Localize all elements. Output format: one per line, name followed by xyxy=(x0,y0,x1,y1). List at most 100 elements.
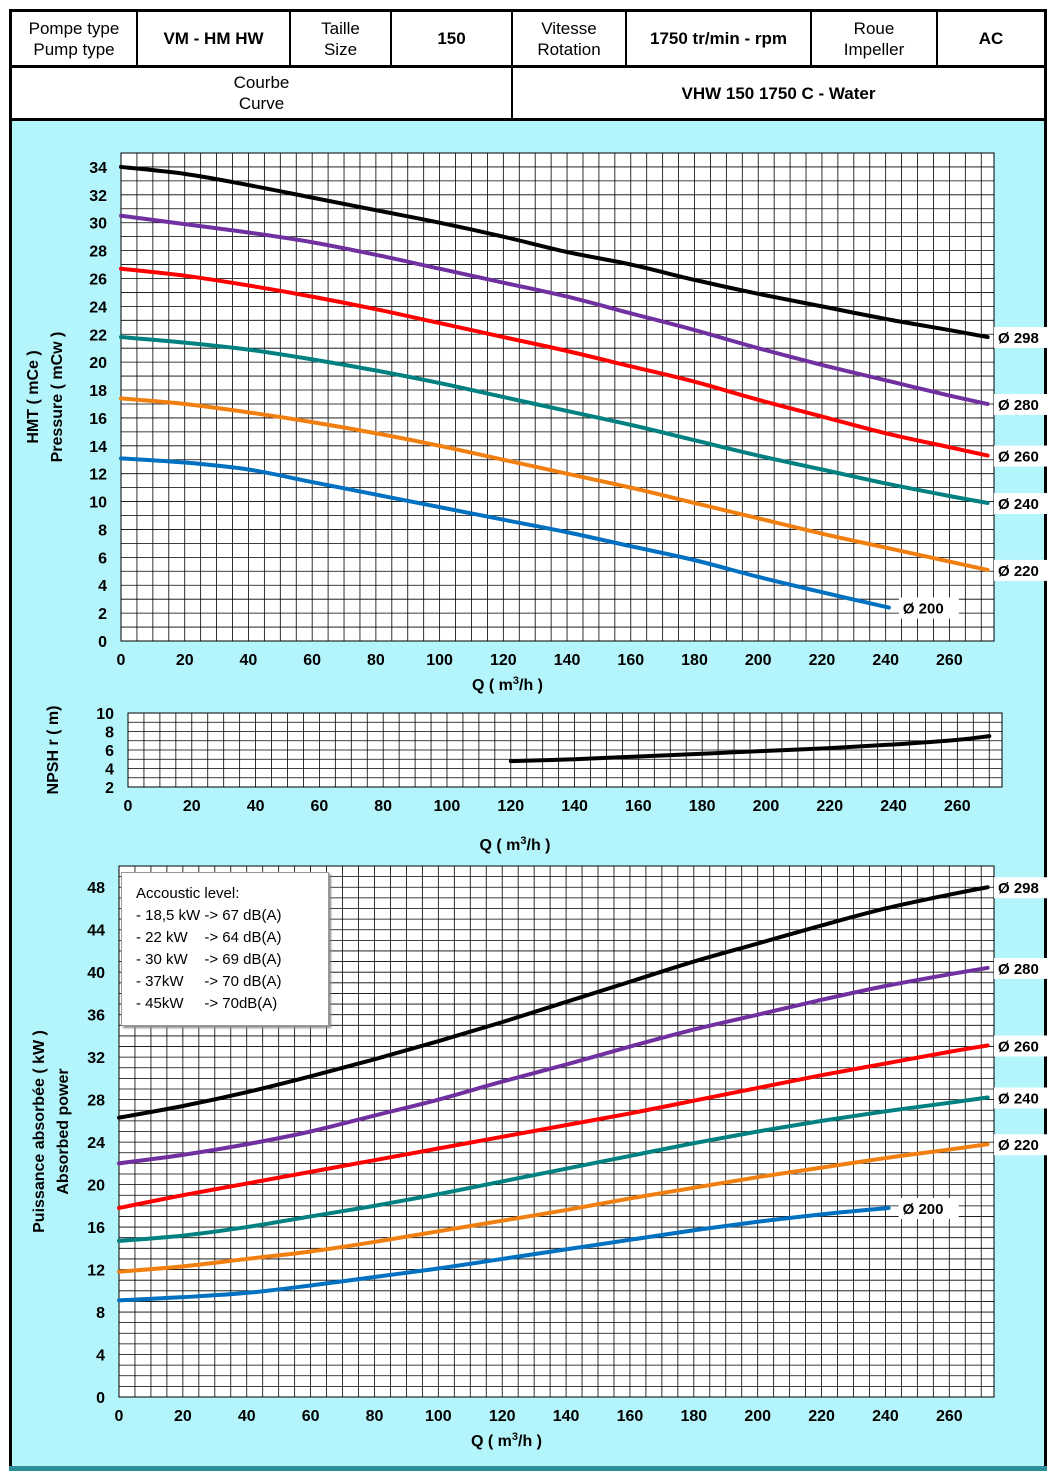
x-tick-label: 100 xyxy=(425,1408,452,1425)
acoustic-line: - 45kW -> 70dB(A) xyxy=(136,995,278,1012)
x-tick-label: 20 xyxy=(183,798,201,815)
impeller-label-fr: Roue xyxy=(853,18,895,38)
x-axis-title: Q ( m3/h ) xyxy=(471,1431,542,1450)
series-line-260 xyxy=(119,266,990,458)
x-tick-label: 40 xyxy=(247,798,265,815)
speed-value: 1750 tr/min - rpm xyxy=(627,12,812,65)
x-axis-title-pre: Q ( m xyxy=(472,677,513,694)
series-label-bg xyxy=(994,327,1054,349)
y-tick-label: 44 xyxy=(87,923,105,940)
y-tick-label: 4 xyxy=(96,1348,105,1365)
y-tick-label: 8 xyxy=(96,1305,105,1322)
series-line-280 xyxy=(119,213,990,406)
x-tick-label: 120 xyxy=(490,652,517,669)
acoustic-line: - 18,5 kW -> 67 dB(A) xyxy=(136,907,282,924)
header-table: Pompe type Pump type VM - HM HW Taille Siz… xyxy=(9,9,1047,121)
x-axis-title-post: /h ) xyxy=(518,1433,542,1450)
x-tick-label: 20 xyxy=(176,652,194,669)
x-tick-label: 120 xyxy=(497,798,524,815)
x-tick-label: 200 xyxy=(745,652,772,669)
x-tick-label: 160 xyxy=(625,798,652,815)
impeller-label-en: Impeller xyxy=(843,39,905,59)
y-axis-title: Absorbed power xyxy=(55,1068,72,1194)
bottom-bar xyxy=(9,1466,1047,1471)
series-label-bg xyxy=(898,1197,959,1219)
curve-label: Courbe Curve xyxy=(12,68,513,118)
x-tick-label: 220 xyxy=(816,798,843,815)
x-tick-label: 60 xyxy=(302,1408,320,1425)
series-line-220 xyxy=(119,396,990,572)
y-tick-label: 20 xyxy=(89,355,107,372)
y-tick-label: 34 xyxy=(89,160,107,177)
x-tick-label: 200 xyxy=(744,1408,771,1425)
y-tick-label: 22 xyxy=(89,327,107,344)
y-tick-label: 8 xyxy=(105,725,114,742)
y-tick-label: 12 xyxy=(89,467,107,484)
grid xyxy=(120,152,994,642)
x-axis-title-sup: 3 xyxy=(513,675,519,687)
y-tick-label: 0 xyxy=(96,1390,105,1407)
speed-label: Vitesse Rotation xyxy=(513,12,627,65)
y-tick-label: 16 xyxy=(89,411,107,428)
x-tick-label: 180 xyxy=(680,1408,707,1425)
series-label: Ø 200 xyxy=(903,1201,944,1218)
x-axis-title-sup: 3 xyxy=(520,835,526,847)
x-tick-label: 220 xyxy=(809,652,836,669)
acoustic-line: - 37kW -> 70 dB(A) xyxy=(136,973,282,990)
series-label: Ø 220 xyxy=(998,563,1039,580)
series-label: Ø 260 xyxy=(998,449,1039,466)
x-axis-title-pre: Q ( m xyxy=(471,1433,512,1450)
header-divider xyxy=(12,65,1044,68)
x-tick-label: 160 xyxy=(617,1408,644,1425)
y-tick-label: 24 xyxy=(89,299,107,316)
x-tick-label: 240 xyxy=(872,652,899,669)
x-tick-label: 140 xyxy=(561,798,588,815)
y-axis-title: HMT ( mCe ) xyxy=(25,350,42,443)
y-tick-label: 32 xyxy=(87,1050,105,1067)
series-label-bg xyxy=(994,877,1054,899)
x-tick-label: 140 xyxy=(553,1408,580,1425)
pump-type-label-fr: Pompe type xyxy=(28,18,120,38)
y-tick-label: 36 xyxy=(87,1008,105,1025)
curve-label-fr: Courbe xyxy=(233,73,290,92)
y-tick-label: 48 xyxy=(87,880,105,897)
series-label: Ø 200 xyxy=(903,601,944,618)
y-tick-label: 28 xyxy=(89,244,107,261)
x-tick-label: 160 xyxy=(617,652,644,669)
series-label-bg xyxy=(994,445,1054,467)
y-tick-label: 4 xyxy=(105,762,114,779)
y-tick-label: 14 xyxy=(89,439,107,456)
x-tick-label: 240 xyxy=(880,798,907,815)
y-tick-label: 18 xyxy=(89,383,107,400)
size-label-fr: Taille xyxy=(321,18,360,38)
y-tick-label: 4 xyxy=(98,578,107,595)
curve-value: VHW 150 1750 C - Water xyxy=(681,83,876,103)
x-tick-label: 100 xyxy=(434,798,461,815)
y-axis-title: Puissance absorbée ( kW ) xyxy=(31,1030,48,1233)
x-tick-label: 80 xyxy=(374,798,392,815)
x-tick-label: 60 xyxy=(303,652,321,669)
acoustic-level-box: Accoustic level: - 18,5 kW -> 67 dB(A) -… xyxy=(121,872,329,1026)
pump-type-value: VM - HM HW xyxy=(138,12,291,65)
chart-2: 0 20 40 60 80 100 120 140 160 180 200 220 240 260 24 68… xyxy=(45,706,1003,854)
x-tick-label: 40 xyxy=(240,652,258,669)
y-axis-title: Pressure ( mCw ) xyxy=(49,332,66,463)
x-tick-label: 200 xyxy=(753,798,780,815)
y-tick-label: 20 xyxy=(87,1178,105,1195)
x-axis-title-sup: 3 xyxy=(512,1431,518,1443)
speed-label-en: Rotation xyxy=(537,39,601,59)
series-line-280 xyxy=(117,965,990,1166)
y-axis-title: NPSH r ( m) xyxy=(45,706,62,795)
x-tick-label: 180 xyxy=(681,652,708,669)
series-line-240 xyxy=(119,335,990,505)
series-line-260 xyxy=(117,1043,990,1210)
acoustic-title: Accoustic level: xyxy=(136,885,240,902)
series-label: Ø 240 xyxy=(998,1091,1039,1108)
x-tick-label: 180 xyxy=(689,798,716,815)
series-line-200 xyxy=(117,1205,891,1303)
size-value: 150 xyxy=(392,12,513,65)
y-tick-label: 40 xyxy=(87,965,105,982)
grid xyxy=(127,712,1002,788)
series-label: Ø 280 xyxy=(998,397,1039,414)
